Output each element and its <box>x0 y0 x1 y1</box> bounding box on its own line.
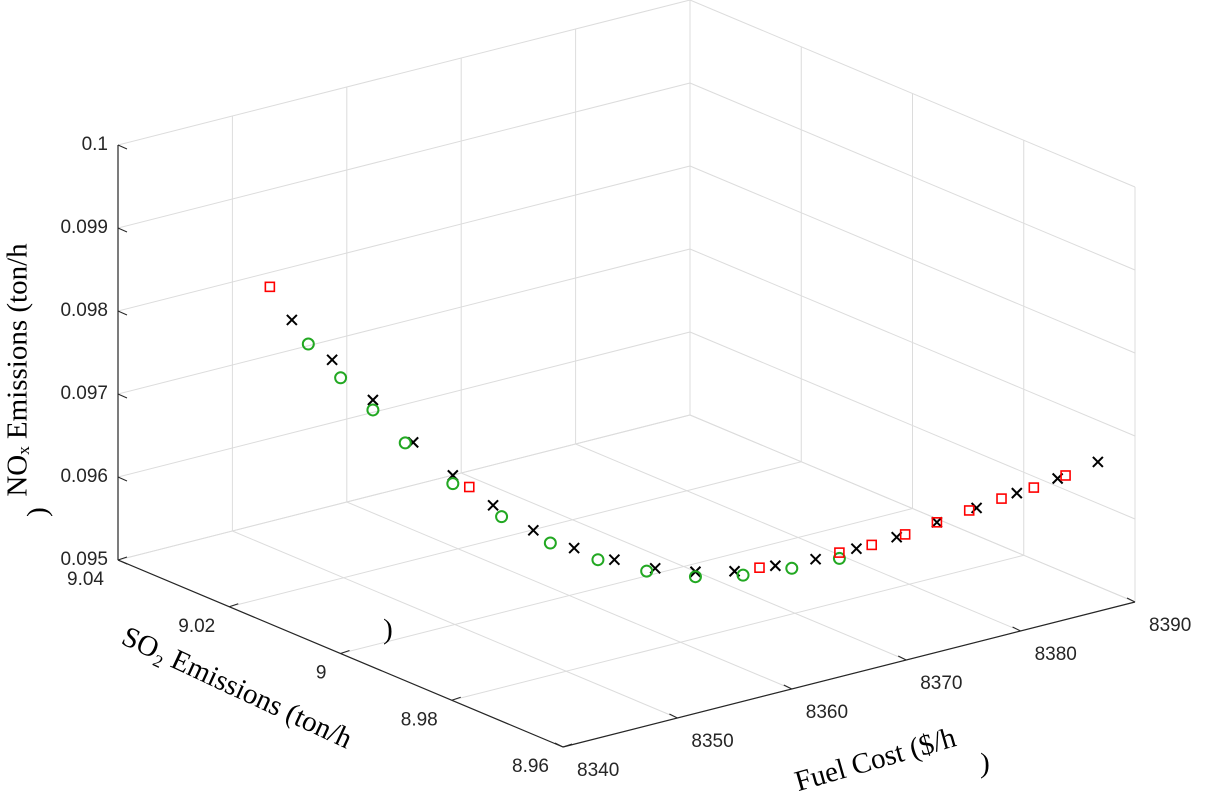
y-tick-label: 8.96 <box>512 756 549 777</box>
grid-line <box>117 414 691 561</box>
z-tick-label: 0.095 <box>60 549 108 570</box>
grid-line <box>117 165 691 312</box>
y-tick-label: 9 <box>316 663 327 684</box>
square-marker <box>1060 470 1071 481</box>
z-axis-label: NOₓ Emissions (ton/h <box>2 243 34 497</box>
axes: 8340 8350 8360 8370 8380 8390 8.96 8.98 9 9.02 9.0… <box>60 134 1191 781</box>
cross-marker <box>850 543 863 555</box>
x-tick-label: 8350 <box>691 731 733 752</box>
y-axis-label: SO₂ Emissions (ton/h <box>117 621 358 756</box>
circle-marker <box>591 553 605 567</box>
circle-marker <box>785 561 799 575</box>
square-marker <box>899 529 911 540</box>
circle-marker <box>301 337 315 351</box>
x-axis-label: ) <box>980 748 990 780</box>
y-tick <box>562 743 573 748</box>
x-tick-label: 8360 <box>806 702 848 723</box>
y-tick <box>340 650 350 654</box>
square-marker <box>754 562 765 574</box>
cross-marker <box>527 524 540 536</box>
x-tick-label: 8370 <box>920 673 962 694</box>
cross-marker <box>1011 487 1023 499</box>
z-tick <box>117 144 128 150</box>
z-tick-label: 0.099 <box>60 217 108 238</box>
grid-line <box>117 0 691 146</box>
square-marker <box>996 493 1007 504</box>
circle-marker <box>736 568 750 582</box>
cross-marker <box>769 560 782 572</box>
z-tick-label: 0.1 <box>82 134 108 155</box>
square-marker <box>264 281 276 293</box>
cross-marker <box>367 394 379 406</box>
grid-line <box>689 82 1136 271</box>
square-marker <box>931 517 943 528</box>
circle-marker <box>398 436 412 450</box>
cross-marker <box>568 542 580 554</box>
x-axis-line <box>562 601 1136 748</box>
grid-line <box>117 331 691 478</box>
x-tick-label: 8380 <box>1035 644 1077 665</box>
x-tick <box>1012 626 1021 632</box>
square-marker <box>463 481 475 493</box>
square-marker <box>866 539 878 551</box>
cross-marker <box>931 516 943 529</box>
x-tick <box>897 655 907 661</box>
cross-marker <box>326 354 338 366</box>
circle-marker <box>334 371 348 385</box>
y-tick-label: 9.02 <box>178 616 215 637</box>
z-tick <box>117 559 128 565</box>
z-tick-label: 0.097 <box>60 383 108 404</box>
grid-line <box>689 0 1136 188</box>
y-tick <box>451 696 461 701</box>
circle-marker <box>688 570 702 584</box>
circle-marker <box>366 403 380 417</box>
grid-line <box>340 508 913 654</box>
grid-line <box>689 414 1136 603</box>
square-marker <box>1028 482 1040 493</box>
marks <box>264 281 1104 584</box>
circle-marker <box>495 510 509 524</box>
z-tick <box>117 393 128 399</box>
y-tick-label: 8.98 <box>401 709 438 730</box>
square-marker <box>963 505 975 516</box>
grid-line <box>117 82 691 229</box>
z-axis-label: ) <box>22 507 54 517</box>
circle-marker <box>832 551 846 565</box>
circle-marker <box>640 564 654 578</box>
x-tick-label: 8340 <box>577 760 619 781</box>
circle-marker <box>446 477 460 491</box>
grid <box>117 0 1136 748</box>
x-tick <box>669 713 678 719</box>
x-tick <box>783 684 793 690</box>
grid-line <box>117 248 691 395</box>
z-tick <box>117 476 128 482</box>
grid-line <box>689 331 1136 520</box>
cross-marker <box>809 553 822 565</box>
y-tick-label: 9.04 <box>67 569 104 590</box>
x-tick <box>1126 597 1136 603</box>
cross-marker <box>1092 456 1104 468</box>
circle-marker <box>543 536 557 550</box>
grid-line <box>689 165 1136 354</box>
square-marker <box>834 547 845 558</box>
z-tick <box>117 310 128 316</box>
x-axis-label: Fuel Cost ($/h <box>791 721 960 798</box>
y-axis-label: ) <box>383 614 393 646</box>
cross-marker <box>608 554 621 566</box>
cross-marker <box>286 314 298 326</box>
grid-line <box>689 248 1136 437</box>
x-tick <box>554 742 564 748</box>
cross-marker <box>487 499 499 512</box>
z-tick <box>117 227 128 233</box>
x-tick-label: 8390 <box>1149 615 1191 636</box>
grid-line <box>229 461 802 608</box>
y-tick <box>229 603 239 608</box>
y-tick <box>117 556 128 561</box>
z-tick-label: 0.096 <box>60 466 108 487</box>
z-tick-label: 0.098 <box>60 300 108 321</box>
grid-line <box>451 554 1024 701</box>
